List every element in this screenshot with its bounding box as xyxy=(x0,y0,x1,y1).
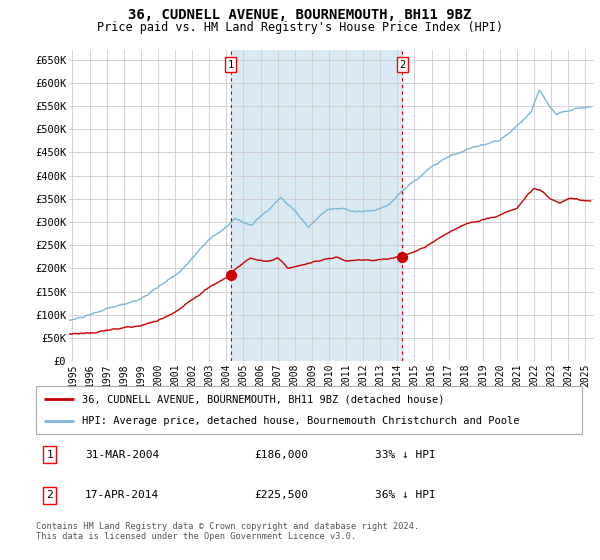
Text: 36, CUDNELL AVENUE, BOURNEMOUTH, BH11 9BZ: 36, CUDNELL AVENUE, BOURNEMOUTH, BH11 9B… xyxy=(128,8,472,22)
Text: 17-APR-2014: 17-APR-2014 xyxy=(85,490,160,500)
Text: 36, CUDNELL AVENUE, BOURNEMOUTH, BH11 9BZ (detached house): 36, CUDNELL AVENUE, BOURNEMOUTH, BH11 9B… xyxy=(82,394,445,404)
Text: 31-MAR-2004: 31-MAR-2004 xyxy=(85,450,160,460)
Text: 2: 2 xyxy=(46,490,53,500)
Text: 33% ↓ HPI: 33% ↓ HPI xyxy=(374,450,435,460)
FancyBboxPatch shape xyxy=(36,386,582,434)
Text: 1: 1 xyxy=(227,60,234,70)
Text: HPI: Average price, detached house, Bournemouth Christchurch and Poole: HPI: Average price, detached house, Bour… xyxy=(82,416,520,426)
Text: 1: 1 xyxy=(46,450,53,460)
Text: £225,500: £225,500 xyxy=(254,490,308,500)
Bar xyxy=(230,50,402,361)
Text: Contains HM Land Registry data © Crown copyright and database right 2024.
This d: Contains HM Land Registry data © Crown c… xyxy=(36,522,419,542)
Text: Price paid vs. HM Land Registry's House Price Index (HPI): Price paid vs. HM Land Registry's House … xyxy=(97,21,503,34)
Text: £186,000: £186,000 xyxy=(254,450,308,460)
Point xyxy=(226,270,235,279)
Text: 36% ↓ HPI: 36% ↓ HPI xyxy=(374,490,435,500)
Text: 2: 2 xyxy=(399,60,406,70)
Point xyxy=(397,252,407,261)
